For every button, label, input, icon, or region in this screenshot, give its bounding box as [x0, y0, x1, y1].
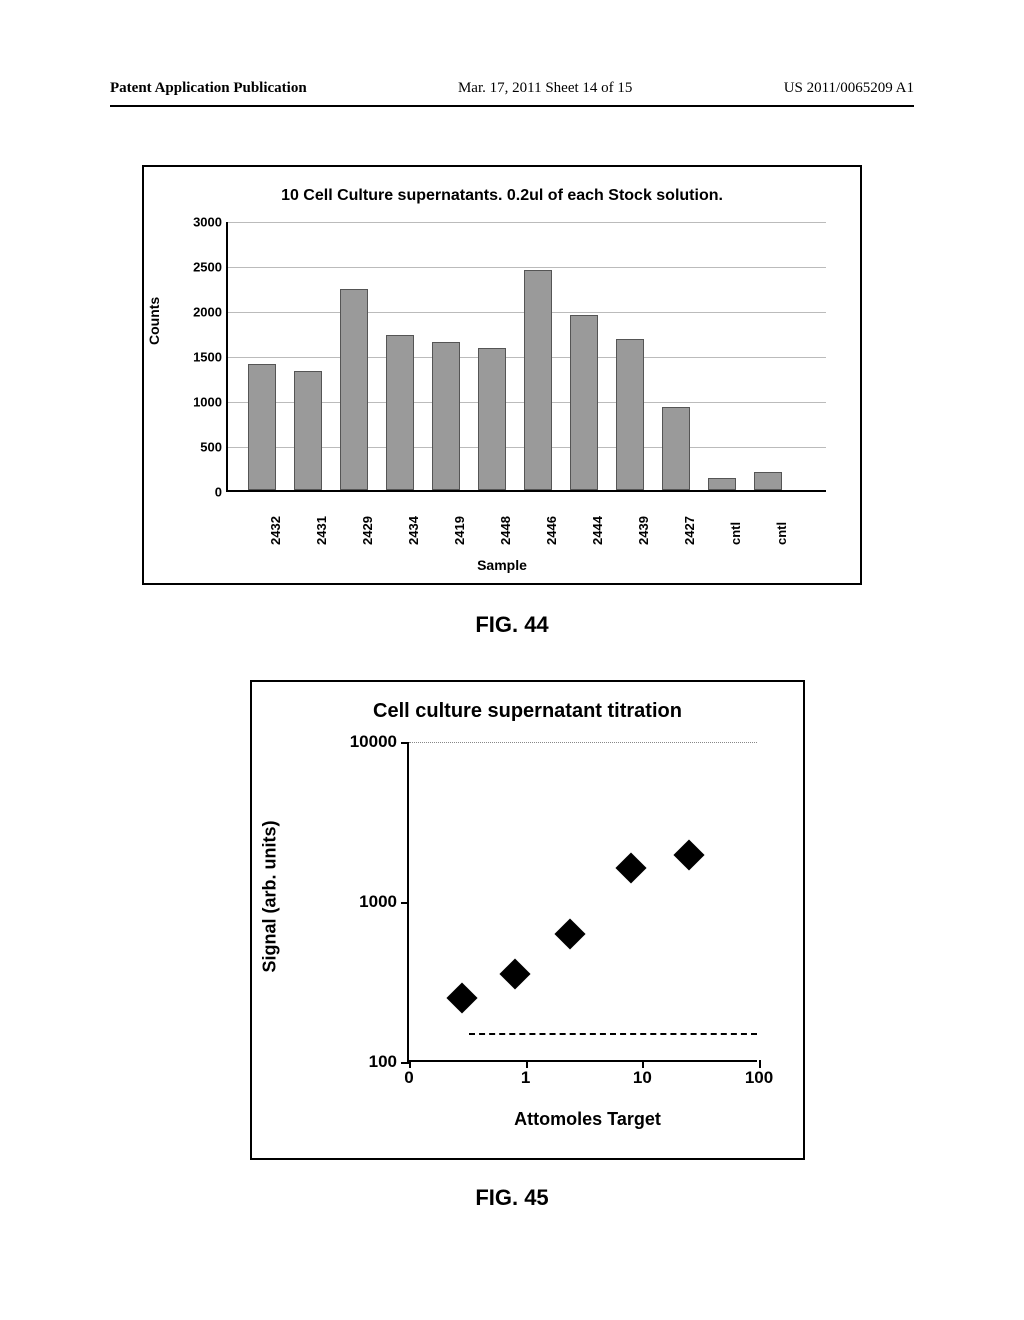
fig44-bar [478, 348, 506, 490]
fig44-category-label: 2427 [682, 516, 697, 545]
fig44-bar [754, 472, 782, 490]
header-rule [110, 105, 914, 107]
fig45-point-marker [554, 918, 585, 949]
fig44-bar [524, 270, 552, 490]
fig44-bar [386, 335, 414, 490]
fig45-xtick: 0 [404, 1068, 413, 1088]
fig44-ytick: 2500 [162, 260, 222, 275]
fig44-plot-area: 0500100015002000250030002432243124292434… [226, 222, 826, 492]
fig44-ytick: 1000 [162, 395, 222, 410]
fig44-xlabel: Sample [144, 557, 860, 573]
fig45-frame: Cell culture supernatant titration Signa… [250, 680, 805, 1160]
fig45-xtick: 1 [521, 1068, 530, 1088]
fig45-ytick-mark [401, 902, 409, 904]
fig44-category-label: 2434 [406, 516, 421, 545]
fig44-category-label: 2444 [590, 516, 605, 545]
fig45-ytick: 100 [327, 1052, 397, 1072]
fig44-bar [432, 342, 460, 491]
fig45-xtick-mark [409, 1060, 411, 1068]
fig44-frame: 10 Cell Culture supernatants. 0.2ul of e… [142, 165, 862, 585]
fig44-category-label: cntl [728, 522, 743, 545]
fig44-ytick: 3000 [162, 215, 222, 230]
fig44-gridline [228, 267, 826, 268]
fig44-gridline [228, 222, 826, 223]
fig44-bar [294, 371, 322, 490]
fig45-ytick: 1000 [327, 892, 397, 912]
header-left: Patent Application Publication [110, 80, 307, 97]
fig45-xtick-mark [526, 1060, 528, 1068]
fig45-xtick: 100 [745, 1068, 773, 1088]
fig45-ytick-mark [401, 1062, 409, 1064]
fig44-ytick: 500 [162, 440, 222, 455]
fig44-ytick: 0 [162, 485, 222, 500]
fig45-xlabel: Attomoles Target [372, 1109, 803, 1130]
fig45-point-marker [673, 840, 704, 871]
fig44-category-label: 2448 [498, 516, 513, 545]
fig45-xtick-mark [759, 1060, 761, 1068]
fig45-xtick: 10 [633, 1068, 652, 1088]
fig45-ytick: 10000 [327, 732, 397, 752]
fig45-caption: FIG. 45 [0, 1185, 1024, 1211]
fig44-category-label: 2429 [360, 516, 375, 545]
fig44-ytick: 1500 [162, 350, 222, 365]
page-header: Patent Application Publication Mar. 17, … [110, 80, 914, 97]
fig44-category-label: 2439 [636, 516, 651, 545]
fig44-category-label: 2431 [314, 516, 329, 545]
fig44-ytick: 2000 [162, 305, 222, 320]
fig45-xtick-mark [642, 1060, 644, 1068]
fig44-bar [248, 364, 276, 490]
fig44-category-label: cntl [774, 522, 789, 545]
fig45-gridline [409, 742, 757, 743]
header-right: US 2011/0065209 A1 [784, 80, 914, 97]
fig44-bar [340, 289, 368, 490]
header-middle: Mar. 17, 2011 Sheet 14 of 15 [458, 80, 632, 97]
fig45-title: Cell culture supernatant titration [252, 700, 803, 723]
fig44-bar [708, 478, 736, 490]
fig44-bar [570, 315, 598, 491]
fig44-ylabel: Counts [146, 297, 162, 345]
fig45-point-marker [500, 958, 531, 989]
fig45-point-marker [446, 982, 477, 1013]
fig44-bar [616, 339, 644, 490]
fig45-baseline [469, 1033, 757, 1035]
fig45-point-marker [615, 852, 646, 883]
fig44-category-label: 2419 [452, 516, 467, 545]
fig44-category-label: 2432 [268, 516, 283, 545]
fig45-plot-area: 1001000100000110100 [407, 742, 757, 1062]
fig44-title: 10 Cell Culture supernatants. 0.2ul of e… [144, 187, 860, 205]
fig44-category-label: 2446 [544, 516, 559, 545]
fig44-caption: FIG. 44 [0, 612, 1024, 638]
fig45-ytick-mark [401, 742, 409, 744]
fig44-bar [662, 407, 690, 490]
fig45-ylabel: Signal (arb. units) [260, 820, 281, 972]
